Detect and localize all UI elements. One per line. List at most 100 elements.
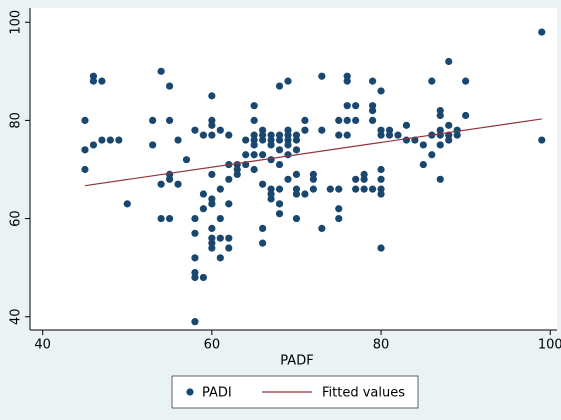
scatter-point xyxy=(309,185,317,193)
scatter-point xyxy=(199,205,208,213)
scatter-point xyxy=(216,214,224,223)
scatter-point xyxy=(428,77,436,85)
legend-label: PADI xyxy=(202,386,232,401)
scatter-point xyxy=(275,146,284,154)
scatter-point xyxy=(182,156,191,164)
scatter-point xyxy=(275,210,284,218)
scatter-point xyxy=(309,175,317,183)
scatter-point xyxy=(98,77,106,85)
scatter-point xyxy=(275,136,284,144)
x-tick-label: 80 xyxy=(373,338,390,353)
scatter-point xyxy=(208,170,216,178)
x-tick-label: 60 xyxy=(204,338,221,353)
scatter-point xyxy=(267,195,275,203)
scatter-point xyxy=(368,185,377,193)
scatter-point xyxy=(318,126,326,134)
scatter-point xyxy=(284,175,292,183)
scatter-point xyxy=(377,131,385,139)
scatter-point xyxy=(174,180,182,188)
scatter-point xyxy=(343,116,351,125)
scatter-point xyxy=(360,175,368,183)
scatter-point xyxy=(436,141,444,149)
fitted-line xyxy=(84,118,542,187)
scatter-point xyxy=(165,175,174,183)
scatter-point xyxy=(377,165,385,174)
scatter-point xyxy=(352,102,360,110)
scatter-point xyxy=(259,136,267,144)
scatter-point xyxy=(419,160,427,169)
legend-label: Fitted values xyxy=(322,386,405,401)
scatter-point xyxy=(292,136,301,144)
scatter-point xyxy=(157,180,165,188)
scatter-point xyxy=(165,82,174,90)
scatter-point xyxy=(402,121,411,129)
scatter-point xyxy=(436,111,444,120)
scatter-point xyxy=(360,185,368,193)
scatter-point xyxy=(335,116,343,125)
scatter-point xyxy=(343,102,351,110)
scatter-point xyxy=(335,214,343,223)
scatter-point xyxy=(259,151,267,159)
scatter-point xyxy=(208,92,216,100)
legend-symbol xyxy=(186,388,194,396)
scatter-point xyxy=(368,77,377,85)
scatter-point xyxy=(445,136,453,144)
scatter-point xyxy=(199,131,208,139)
scatter-point xyxy=(208,224,216,232)
scatter-point xyxy=(352,185,360,193)
scatter-point xyxy=(259,224,267,232)
scatter-point xyxy=(89,77,98,85)
scatter-point xyxy=(242,151,250,159)
scatter-point xyxy=(436,131,444,139)
y-tick-label: 80 xyxy=(9,112,24,129)
scatter-point xyxy=(445,121,453,129)
scatter-point xyxy=(318,224,326,232)
x-tick-label: 100 xyxy=(538,338,561,353)
scatter-point xyxy=(402,136,411,144)
scatter-point xyxy=(81,146,89,154)
scatter-point xyxy=(123,200,131,208)
scatter-point xyxy=(335,131,343,139)
scatter-point xyxy=(250,165,258,174)
scatter-point xyxy=(81,116,89,125)
scatter-point xyxy=(89,141,98,149)
scatter-point xyxy=(225,200,233,208)
scatter-point xyxy=(343,77,351,85)
scatter-point xyxy=(462,77,470,85)
scatter-point xyxy=(275,82,284,90)
scatter-point xyxy=(335,185,343,193)
scatter-point xyxy=(385,131,394,139)
x-axis-label: PADF xyxy=(280,354,313,369)
scatter-point xyxy=(326,185,334,193)
scatter-point xyxy=(343,131,351,139)
scatter-point xyxy=(267,141,275,149)
scatter-point xyxy=(292,190,301,198)
scatter-point xyxy=(208,244,216,252)
scatter-point xyxy=(98,136,106,144)
scatter-point xyxy=(275,200,284,208)
scatter-point xyxy=(250,102,258,110)
scatter-point xyxy=(377,190,385,198)
scatter-point xyxy=(436,175,444,183)
scatter-point xyxy=(284,151,292,159)
scatter-point xyxy=(191,229,199,237)
scatter-point xyxy=(216,185,224,193)
scatter-point xyxy=(394,131,402,139)
scatter-point xyxy=(242,136,250,144)
scatter-point xyxy=(259,239,267,247)
scatter-point xyxy=(538,136,546,144)
scatter-point xyxy=(191,214,199,223)
scatter-point xyxy=(225,244,233,252)
scatter-point xyxy=(453,131,461,139)
scatter-point xyxy=(335,205,343,213)
scatter-point xyxy=(106,136,114,144)
scatter-point xyxy=(216,126,224,134)
scatter-point xyxy=(445,57,453,66)
scatter-point xyxy=(191,318,199,326)
scatter-point xyxy=(284,77,292,85)
scatter-point xyxy=(301,126,309,134)
scatter-point xyxy=(284,141,292,149)
scatter-point xyxy=(428,151,436,159)
scatter-point xyxy=(157,214,165,223)
